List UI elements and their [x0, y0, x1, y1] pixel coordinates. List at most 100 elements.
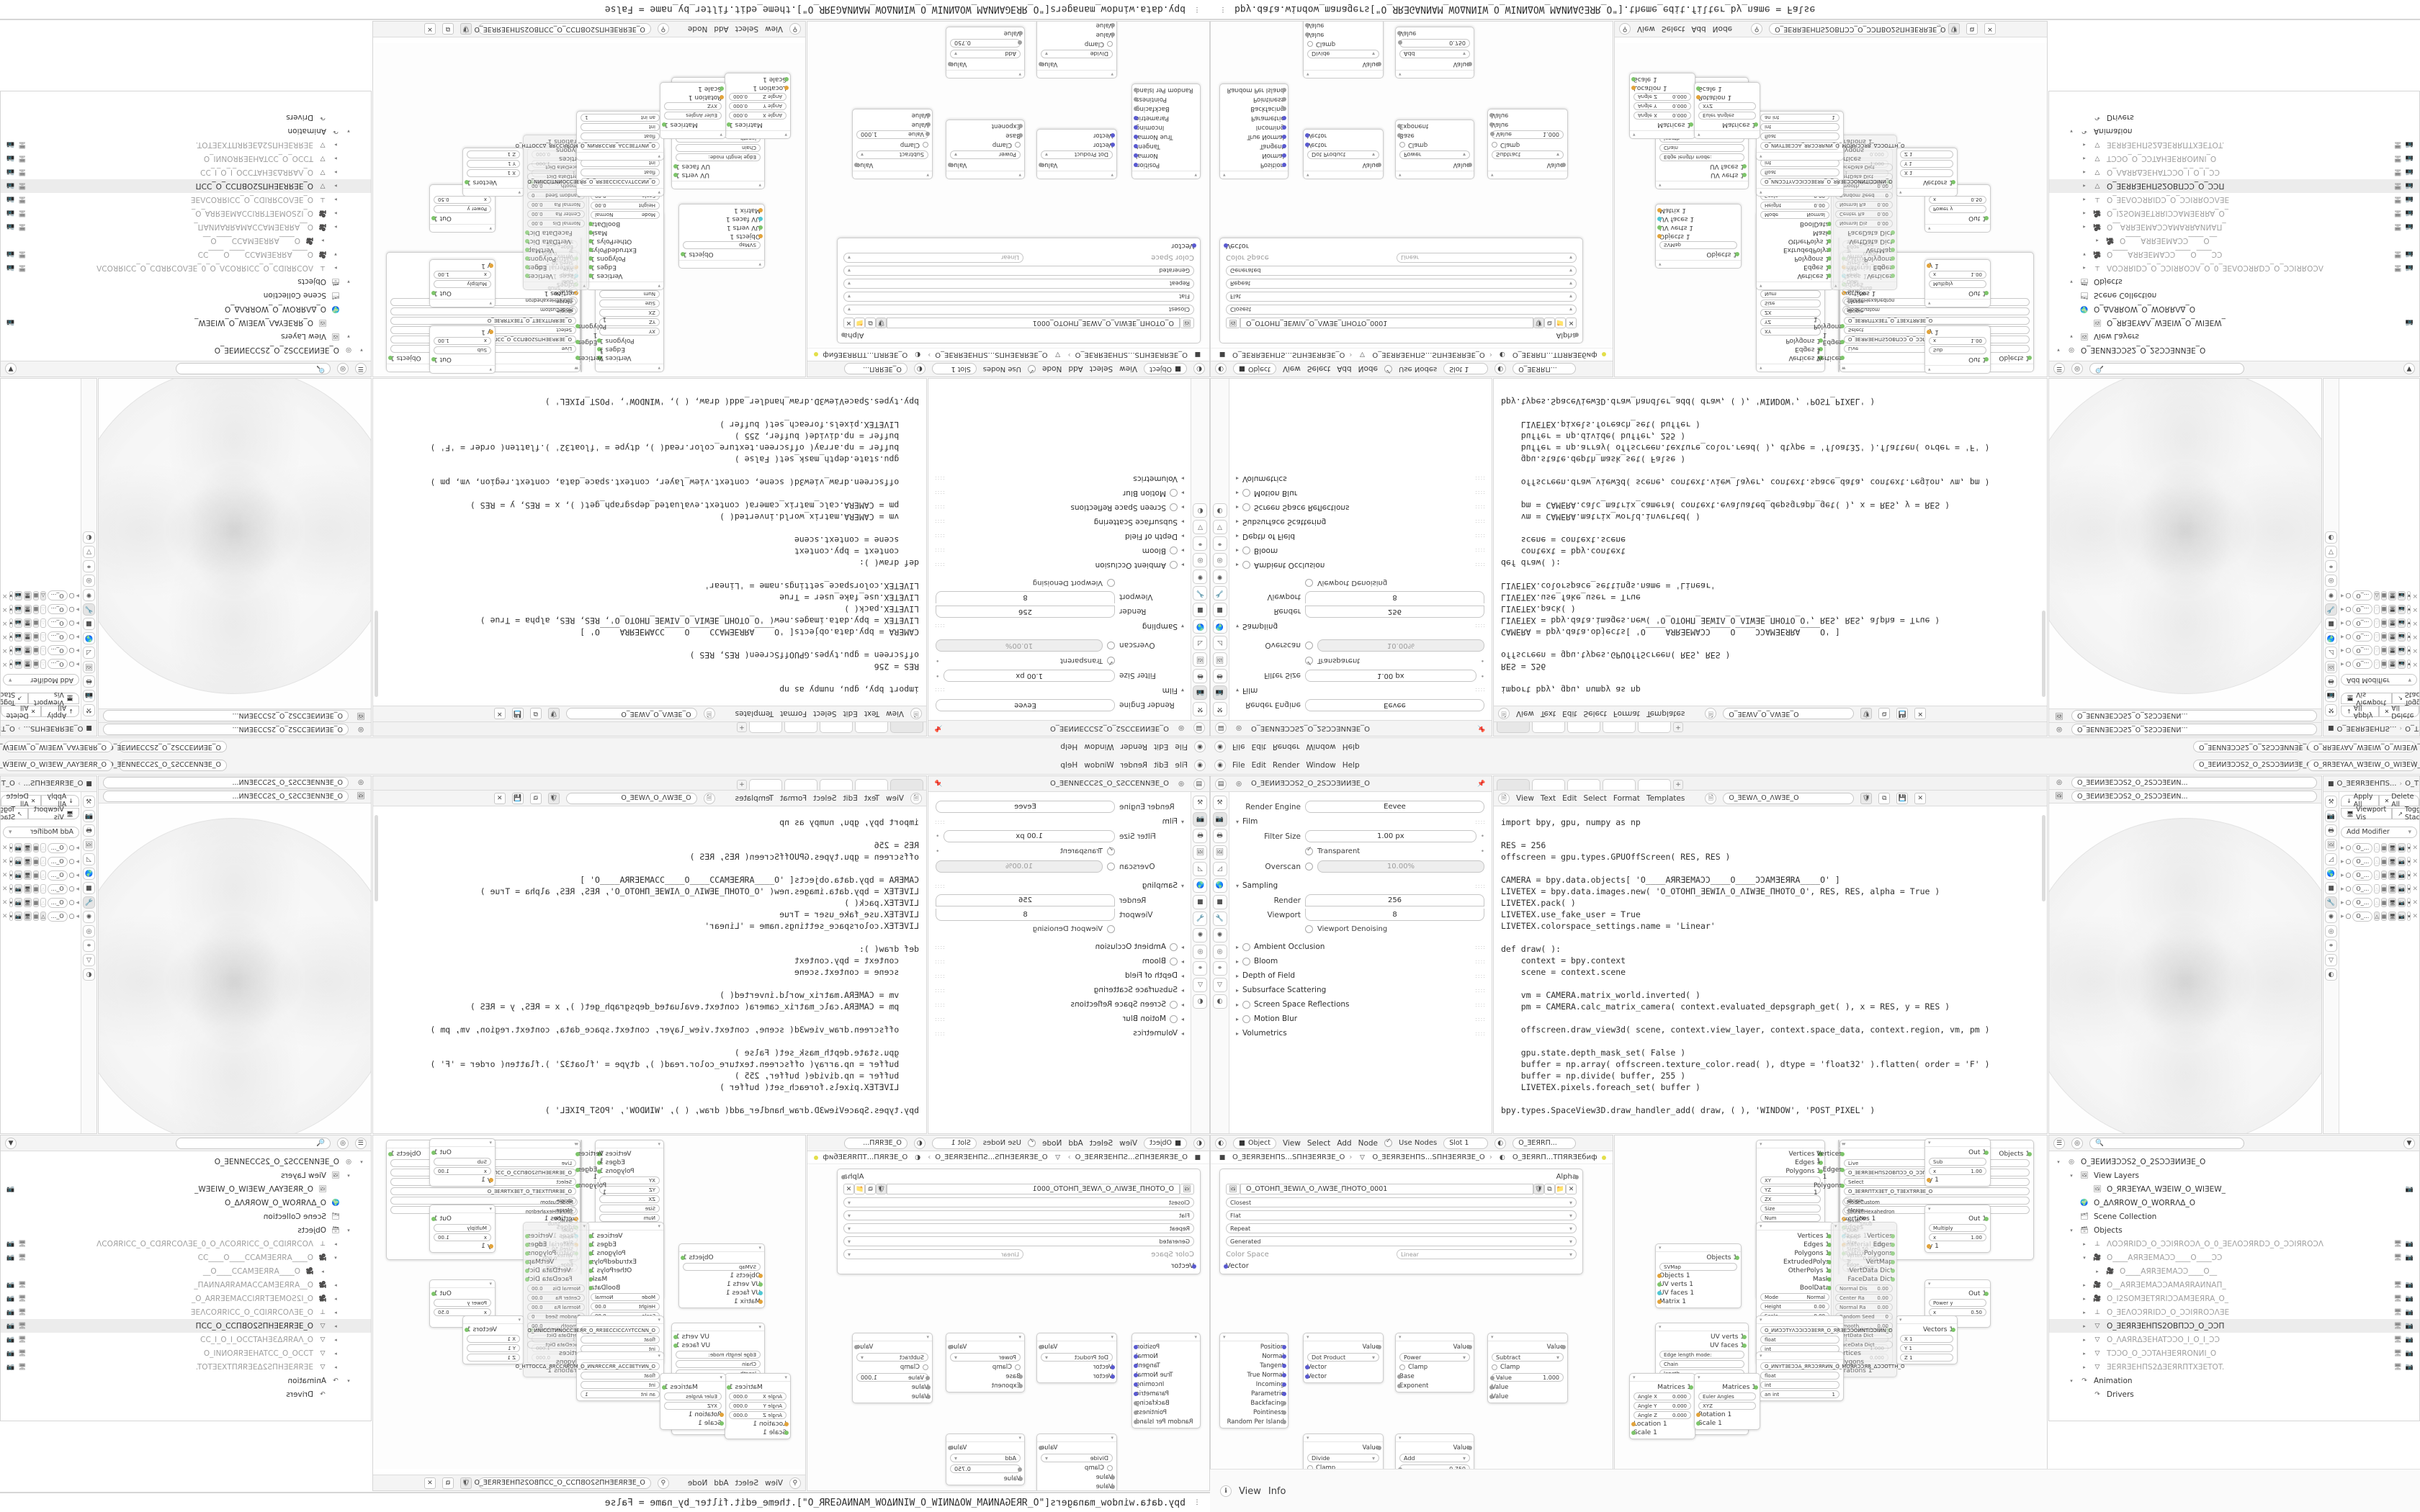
close-icon[interactable]: ✕ — [2412, 619, 2419, 627]
output-socket[interactable] — [1840, 324, 1845, 328]
input-socket[interactable] — [926, 113, 931, 117]
text-menu-edit[interactable]: Edit — [843, 793, 858, 803]
render-toggle-icon[interactable]: 📷 — [14, 646, 22, 655]
monitor-icon[interactable]: 🖥 — [18, 1363, 27, 1371]
copy-icon[interactable]: ⧉ — [1544, 1184, 1555, 1194]
collapsed-section[interactable]: ▸ Screen Space Reflections:::: — [928, 500, 1190, 515]
chevron-right-icon[interactable]: ▸ — [321, 1268, 324, 1274]
topbar-scene-field[interactable]: O_ƎEИИƎƆƆS2_O_2SƆƆƎИИƎE_O — [108, 759, 227, 771]
modifier-name-field[interactable]: O_... — [47, 883, 68, 894]
chevron-right-icon[interactable]: ▸ — [2083, 1323, 2086, 1329]
outliner-row[interactable]: ▸ 🎥 O__AЯRƎEMAƆƆAMAЯRAИNAП_ 🖥 📷 — [1, 220, 371, 234]
chevron-right-icon[interactable]: ▸ — [2083, 169, 2086, 176]
outliner-row[interactable]: ▾ ↷ Animation — [1, 1374, 371, 1387]
an-menu-add[interactable]: Add — [714, 24, 729, 34]
close-icon[interactable]: ✕ — [2412, 844, 2419, 852]
save-icon[interactable]: 💾 — [511, 708, 524, 720]
input-socket[interactable] — [720, 1421, 724, 1426]
collapsed-section[interactable]: ▸ Depth of Field:::: — [928, 529, 1190, 544]
output-socket[interactable] — [681, 1256, 685, 1260]
an-field[interactable]: Power y — [1929, 205, 1986, 213]
an-field[interactable]: float — [1760, 1372, 1839, 1380]
image-browse-icon[interactable]: 🖼 — [1226, 318, 1240, 328]
geometry-output-row[interactable]: True Normal — [1224, 133, 1286, 140]
outliner-row[interactable]: 🗂 Scene Collection — [1, 289, 371, 302]
an-field[interactable]: O_ИИƆƆTYΛƆƆIƆƆƎEЯR_O_ЯRƎEƆƆOИNTIƆƆIИN_O — [1760, 178, 1893, 186]
an-field[interactable]: Angle Y 0.000 — [1634, 102, 1691, 110]
source-dropdown[interactable]: Generated ▾ — [843, 1236, 1194, 1246]
output-socket[interactable] — [1134, 1373, 1138, 1377]
chevron-right-icon[interactable]: ▸ — [2341, 606, 2344, 613]
world-tab[interactable]: 🌎 — [1193, 619, 1208, 634]
topbar-menu-1[interactable]: Edit — [1154, 760, 1169, 770]
output-socket[interactable] — [1134, 163, 1138, 167]
section-toggle-checkbox[interactable] — [1169, 546, 1178, 555]
node-collapse-toggle[interactable]: ▾ — [1396, 1333, 1474, 1341]
viewport-canvas[interactable] — [2049, 805, 2321, 1133]
node-collapse-toggle[interactable]: ▾ — [575, 1140, 581, 1148]
sampling-render-input[interactable]: 256 — [936, 606, 1115, 618]
text-datablock-name[interactable]: O_ƎEWΛ_O_ΛWƎE_O — [1723, 708, 1855, 720]
text-menu-text[interactable]: Text — [864, 709, 880, 719]
camera-off-icon[interactable]: 📷 — [6, 141, 15, 149]
camera-off-icon[interactable]: 📷 — [6, 1240, 15, 1248]
render-tab[interactable]: 📷 — [83, 690, 95, 702]
output-socket[interactable] — [1561, 163, 1566, 167]
an-field[interactable]: Center Ra 0.00 — [1835, 210, 1893, 218]
modifier-stack-row[interactable]: ▸○O_...△▦🖥📷▾✕: — [2341, 870, 2418, 881]
close-icon[interactable]: ✕ — [1, 885, 8, 893]
outliner-row[interactable]: ▾ 🖼 View Layers — [2049, 1169, 2419, 1182]
node-collapse-toggle[interactable]: ▾ — [1695, 130, 1760, 138]
geometry-output-row[interactable]: Backfacing — [1224, 105, 1286, 112]
an-field[interactable]: YZ — [599, 318, 660, 326]
geometry-output-row[interactable]: True Normal — [1134, 1372, 1196, 1379]
filter-size-input[interactable]: 1.00 px — [944, 830, 1115, 842]
camera-icon[interactable]: 📷 — [2405, 319, 2414, 327]
scene-tab[interactable]: ◿ — [2325, 647, 2337, 659]
clamp-checkbox[interactable] — [923, 1364, 928, 1370]
outliner-row[interactable]: ▸ ▽ O_ƎEЯRƎEHПS2OBПƆƆ_O_ƆƆП 🖥 📷 — [2049, 1319, 2419, 1333]
add-modifier-dropdown[interactable]: Add Modifier ▾ — [3, 826, 79, 838]
constraint-tab[interactable]: ⚭ — [1212, 961, 1227, 976]
math-node[interactable]: ▾ Value Subtract ▾ Clamp Value 1.000 Value Value — [1487, 1333, 1568, 1403]
monitor-on-icon[interactable]: 🖥 — [2393, 251, 2402, 258]
node-collapse-toggle[interactable]: ▾ — [577, 1316, 663, 1324]
camera-off-icon[interactable]: 📷 — [6, 1281, 15, 1289]
pin-icon[interactable]: 📌 — [1477, 724, 1486, 732]
animate-dot[interactable]: • — [1480, 657, 1484, 665]
math-value-input[interactable]: 0.750 — [950, 1464, 1022, 1473]
shader-menu-select[interactable]: Select — [1089, 364, 1113, 374]
chevron-right-icon[interactable]: ▸ — [2083, 156, 2086, 162]
viewport-canvas[interactable] — [99, 805, 371, 1133]
section-sampling[interactable]: ▾ Sampling :::: — [928, 619, 1190, 634]
chevron-right-icon[interactable]: ▸ — [76, 592, 79, 600]
an-field[interactable]: Angle X 0.000 — [1634, 1392, 1691, 1400]
render-toggle-icon[interactable]: 📷 — [2398, 898, 2406, 907]
input-socket[interactable] — [720, 95, 724, 99]
node-collapse-toggle[interactable]: ▾ — [672, 1323, 764, 1331]
input-socket[interactable] — [1927, 330, 1931, 334]
modifier-name-field[interactable]: O_... — [47, 618, 68, 629]
topbar-viewlayer-field[interactable]: O_ЯRƎEYAΛ_WƎEIW_O_WIƎEW_ — [0, 759, 112, 771]
material-ball-icon[interactable]: ◐ — [1494, 1137, 1507, 1149]
modifier-name-field[interactable]: O_... — [2352, 870, 2373, 881]
node-collapse-toggle[interactable]: ▾ — [524, 1223, 588, 1230]
apply-all-button[interactable]: ↓ Apply All — [41, 703, 79, 719]
chevron-down-icon[interactable]: ▾ — [347, 1227, 350, 1233]
node-collapse-toggle[interactable]: ▾ — [1396, 1434, 1474, 1442]
monitor-icon[interactable]: 🖥 — [18, 196, 27, 204]
math-value-input[interactable]: 0.750 — [1398, 39, 1470, 48]
realtime-toggle-icon[interactable]: 🖥 — [2388, 591, 2397, 600]
node-tree-icon[interactable]: ⚲ — [657, 23, 669, 35]
node-collapse-toggle[interactable]: ▾ — [1656, 181, 1748, 189]
workspace-tab[interactable] — [1603, 722, 1636, 733]
cage-toggle-icon[interactable]: ▦ — [2380, 646, 2388, 655]
shader-menu-view[interactable]: View — [1282, 364, 1301, 374]
modifier-name-field[interactable]: O_... — [2352, 631, 2373, 642]
copy-icon[interactable]: ⧉ — [865, 318, 876, 328]
realtime-toggle-icon[interactable]: 🖥 — [23, 870, 32, 880]
geometry-output-row[interactable]: Normal — [1134, 152, 1196, 159]
node-collapse-toggle[interactable]: ▾ — [430, 299, 495, 307]
render-toggle-icon[interactable]: 📷 — [2398, 870, 2406, 880]
an-field[interactable]: Edge length mode: — [1659, 1351, 1744, 1359]
